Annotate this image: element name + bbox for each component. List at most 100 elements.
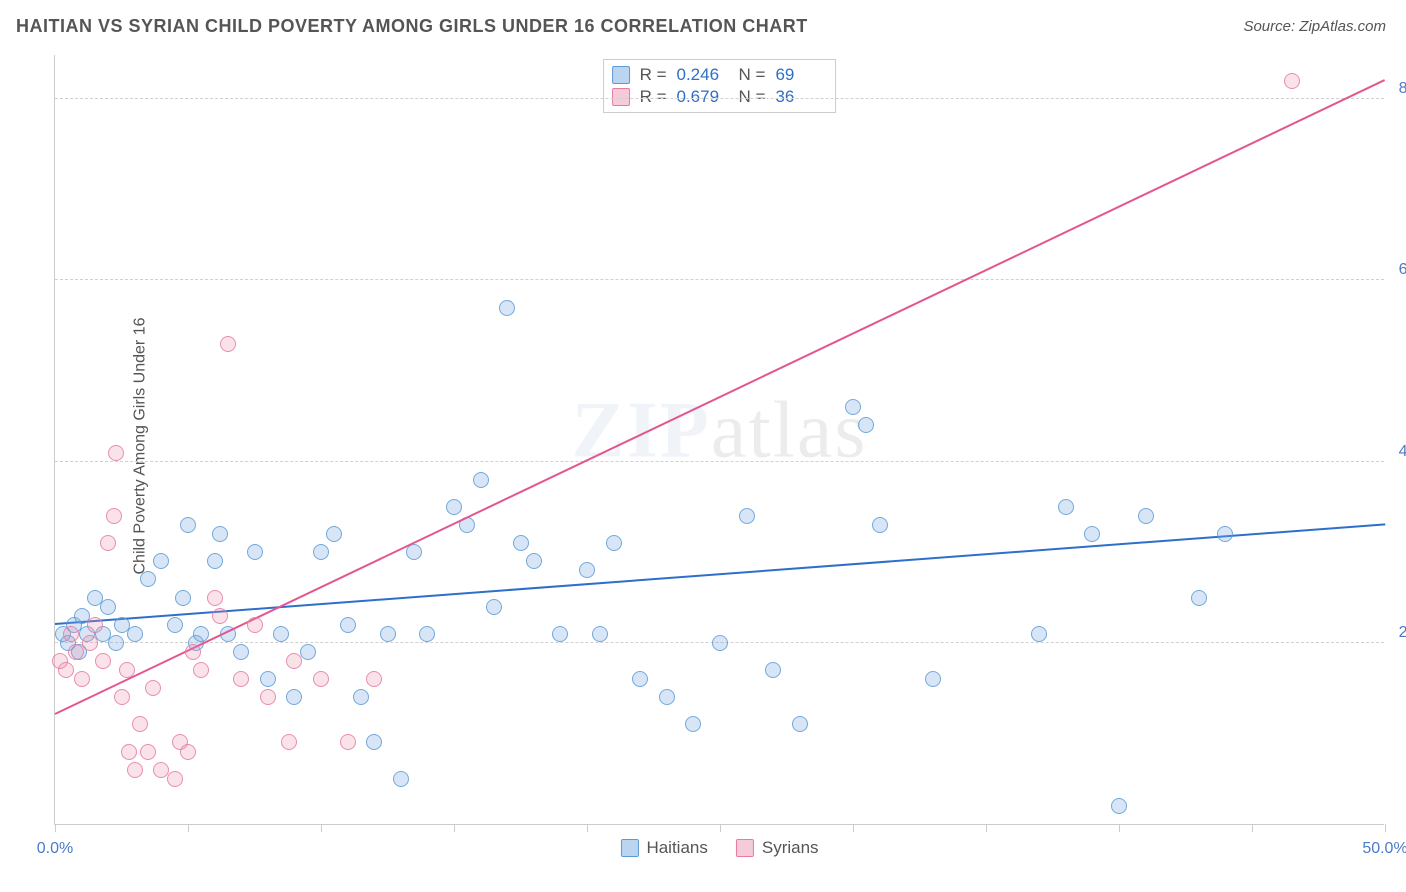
data-point-haitians [212, 526, 228, 542]
gridline [55, 279, 1384, 280]
data-point-syrians [313, 671, 329, 687]
data-point-syrians [82, 635, 98, 651]
data-point-syrians [286, 653, 302, 669]
trend-line-haitians [55, 523, 1385, 625]
data-point-syrians [207, 590, 223, 606]
data-point-haitians [326, 526, 342, 542]
data-point-syrians [281, 734, 297, 750]
data-point-syrians [132, 716, 148, 732]
data-point-haitians [499, 300, 515, 316]
data-point-haitians [872, 517, 888, 533]
y-tick-label: 60.0% [1389, 261, 1406, 279]
x-tick [986, 824, 987, 832]
x-tick [55, 824, 56, 832]
data-point-haitians [313, 544, 329, 560]
data-point-syrians [140, 744, 156, 760]
data-point-haitians [765, 662, 781, 678]
data-point-syrians [87, 617, 103, 633]
data-point-syrians [340, 734, 356, 750]
data-point-syrians [121, 744, 137, 760]
chart-title: HAITIAN VS SYRIAN CHILD POVERTY AMONG GI… [16, 16, 808, 37]
data-point-haitians [353, 689, 369, 705]
data-point-syrians [114, 689, 130, 705]
data-point-syrians [119, 662, 135, 678]
data-point-haitians [685, 716, 701, 732]
y-tick-label: 80.0% [1389, 80, 1406, 98]
data-point-haitians [1084, 526, 1100, 542]
data-point-haitians [925, 671, 941, 687]
x-tick [1385, 824, 1386, 832]
x-tick [1252, 824, 1253, 832]
x-tick [188, 824, 189, 832]
data-point-syrians [58, 662, 74, 678]
x-tick [587, 824, 588, 832]
data-point-haitians [233, 644, 249, 660]
data-point-syrians [74, 671, 90, 687]
data-point-haitians [579, 562, 595, 578]
data-point-haitians [100, 599, 116, 615]
x-tick [1119, 824, 1120, 832]
data-point-haitians [1111, 798, 1127, 814]
data-point-haitians [632, 671, 648, 687]
data-point-haitians [659, 689, 675, 705]
data-point-haitians [486, 599, 502, 615]
data-point-syrians [185, 644, 201, 660]
data-point-haitians [286, 689, 302, 705]
data-point-haitians [446, 499, 462, 515]
data-point-haitians [1217, 526, 1233, 542]
data-point-syrians [63, 626, 79, 642]
data-point-haitians [1191, 590, 1207, 606]
data-point-haitians [712, 635, 728, 651]
data-point-syrians [366, 671, 382, 687]
data-point-haitians [153, 553, 169, 569]
data-point-haitians [606, 535, 622, 551]
data-point-haitians [592, 626, 608, 642]
gridline [55, 461, 1384, 462]
data-point-haitians [175, 590, 191, 606]
data-point-syrians [127, 762, 143, 778]
data-point-syrians [193, 662, 209, 678]
data-point-haitians [260, 671, 276, 687]
data-point-haitians [419, 626, 435, 642]
data-point-haitians [340, 617, 356, 633]
x-tick [720, 824, 721, 832]
legend-label: Syrians [762, 838, 819, 858]
data-point-haitians [273, 626, 289, 642]
data-point-syrians [260, 689, 276, 705]
data-point-syrians [167, 771, 183, 787]
data-point-haitians [739, 508, 755, 524]
watermark: ZIPatlas [572, 385, 868, 476]
data-point-haitians [406, 544, 422, 560]
legend: Haitians Syrians [620, 838, 818, 858]
x-tick-label: 50.0% [1362, 840, 1406, 858]
data-point-haitians [792, 716, 808, 732]
data-point-haitians [127, 626, 143, 642]
data-point-syrians [212, 608, 228, 624]
data-point-haitians [845, 399, 861, 415]
data-point-haitians [552, 626, 568, 642]
data-point-haitians [180, 517, 196, 533]
swatch-blue [612, 66, 630, 84]
x-tick-label: 0.0% [37, 840, 73, 858]
x-tick [454, 824, 455, 832]
data-point-syrians [95, 653, 111, 669]
data-point-syrians [233, 671, 249, 687]
swatch-blue [620, 839, 638, 857]
source-attribution: Source: ZipAtlas.com [1243, 18, 1386, 35]
data-point-haitians [167, 617, 183, 633]
data-point-haitians [513, 535, 529, 551]
x-tick [321, 824, 322, 832]
y-tick-label: 20.0% [1389, 624, 1406, 642]
data-point-syrians [106, 508, 122, 524]
data-point-haitians [300, 644, 316, 660]
data-point-syrians [220, 336, 236, 352]
data-point-haitians [366, 734, 382, 750]
data-point-haitians [108, 635, 124, 651]
data-point-haitians [380, 626, 396, 642]
stats-row-haitians: R = 0.246 N = 69 [612, 64, 828, 86]
data-point-haitians [858, 417, 874, 433]
x-tick [853, 824, 854, 832]
swatch-pink [612, 88, 630, 106]
data-point-syrians [100, 535, 116, 551]
legend-item-haitians: Haitians [620, 838, 707, 858]
